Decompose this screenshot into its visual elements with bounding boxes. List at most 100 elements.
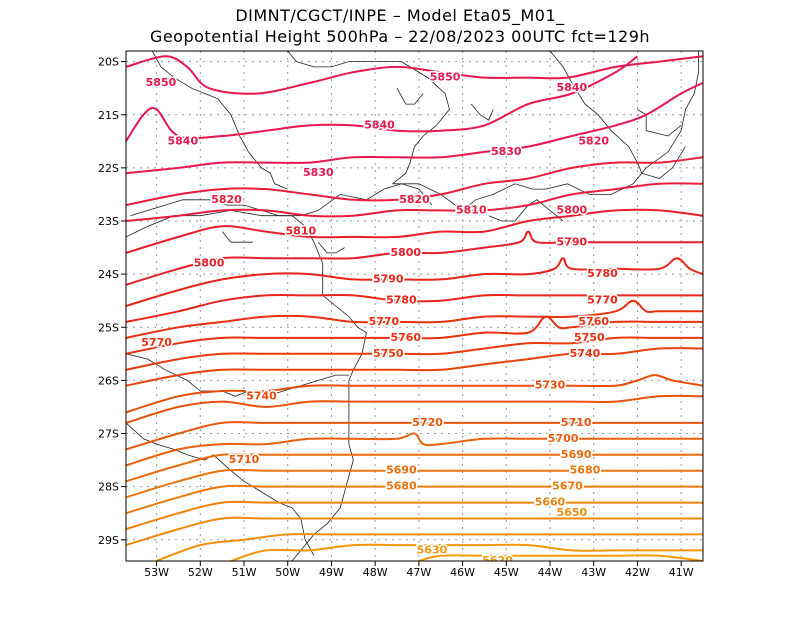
political-boundaries	[126, 51, 699, 561]
contour-line	[230, 543, 703, 561]
contour-label: 5690	[386, 464, 417, 477]
contour-label: 5850	[146, 76, 177, 89]
contour-line	[126, 182, 703, 222]
x-tick-label: 42W	[625, 566, 650, 579]
contour-line	[126, 55, 639, 142]
boundary-line	[549, 51, 686, 179]
contour-label: 5830	[491, 145, 522, 158]
contour-label: 5800	[194, 257, 225, 270]
contour-line	[126, 374, 703, 414]
x-tick-label: 46W	[450, 566, 475, 579]
contour-label: 5770	[587, 294, 618, 307]
contour-label: 5820	[399, 193, 430, 206]
height-contours	[126, 55, 703, 561]
x-tick-label: 48W	[363, 566, 388, 579]
contour-line	[126, 394, 703, 424]
plot-frame	[125, 50, 704, 562]
boundary-line	[287, 51, 450, 185]
y-tick-label: 25S	[98, 321, 119, 334]
contour-line	[126, 432, 703, 467]
boundary-line	[126, 209, 367, 333]
contour-label: 5710	[229, 453, 260, 466]
chart-title-line2: Geopotential Height 500hPa – 22/08/2023 …	[149, 27, 651, 46]
contour-line	[126, 315, 703, 355]
y-tick-label: 27S	[98, 428, 119, 441]
contour-label: 5770	[369, 315, 400, 328]
boundary-line	[151, 51, 288, 190]
x-tick-label: 53W	[144, 566, 169, 579]
contour-label: 5760	[390, 331, 421, 344]
contour-line	[126, 347, 703, 387]
y-tick-label: 23S	[98, 215, 119, 228]
contour-line	[126, 55, 703, 95]
contour-label: 5790	[557, 235, 588, 248]
contour-label: 5800	[557, 203, 588, 216]
axis-ticks: 53W 52W 51W 50W 49W 48W 47W 46W 45W 44W 43W 42W 41W 2…	[98, 56, 694, 579]
contour-label: 5690	[561, 448, 592, 461]
contour-label: 5730	[535, 379, 566, 392]
contour-line	[126, 156, 703, 207]
y-tick-label: 29S	[98, 534, 119, 547]
boundary-line	[300, 183, 433, 217]
y-tick-label: 21S	[98, 109, 119, 122]
contour-label: 5820	[211, 193, 242, 206]
contour-label: 5750	[574, 331, 605, 344]
boundary-line	[637, 109, 682, 137]
contour-label: 5840	[168, 134, 199, 147]
contour-label: 5670	[552, 480, 583, 493]
contour-label: 5810	[286, 225, 317, 238]
contour-labels: 5850 5850 5840 5840 5840 5830 5820 5830 5820 5820…	[140, 69, 620, 567]
contour-line	[126, 294, 703, 323]
contour-label: 5650	[557, 506, 588, 519]
chart-title-line1: DIMNT/CGCT/INPE – Model Eta05_M01_	[235, 6, 565, 25]
contour-label: 5840	[557, 81, 588, 94]
contour-label: 5830	[303, 166, 334, 179]
contour-label: 5680	[570, 464, 601, 477]
contour-label: 5680	[386, 480, 417, 493]
contour-label: 5770	[141, 336, 172, 349]
y-tick-label: 20S	[98, 56, 119, 69]
x-tick-label: 52W	[188, 566, 213, 579]
x-tick-label: 43W	[581, 566, 606, 579]
contour-label: 5800	[390, 246, 421, 259]
y-tick-label: 28S	[98, 481, 119, 494]
x-tick-label: 45W	[494, 566, 519, 579]
contour-label: 5710	[561, 416, 592, 429]
boundary-line	[221, 231, 253, 243]
contour-label: 5720	[412, 416, 443, 429]
x-tick-label: 41W	[669, 566, 694, 579]
contour-label: 5660	[535, 496, 566, 509]
boundary-line	[130, 199, 301, 217]
contour-line	[126, 516, 703, 547]
contour-label: 5620	[482, 554, 513, 567]
x-tick-label: 49W	[319, 566, 344, 579]
contour-line	[126, 484, 703, 515]
contour-line	[126, 500, 703, 531]
contour-label: 5750	[373, 347, 404, 360]
contour-line	[126, 336, 703, 371]
y-tick-label: 24S	[98, 268, 119, 281]
x-tick-label: 44W	[538, 566, 563, 579]
contour-line	[126, 81, 703, 175]
boundary-line	[470, 103, 494, 121]
x-tick-label: 47W	[406, 566, 431, 579]
contour-line	[418, 554, 703, 561]
contour-label: 5790	[373, 272, 404, 285]
boundary-line	[291, 332, 367, 561]
boundary-line	[392, 51, 699, 211]
boundary-line	[396, 88, 424, 105]
contour-label: 5740	[246, 389, 277, 402]
contour-label: 5810	[456, 203, 487, 216]
boundary-line	[317, 241, 345, 254]
contour-line	[156, 533, 703, 561]
contour-label: 5820	[578, 134, 609, 147]
contour-line	[126, 299, 703, 339]
contour-label: 5740	[570, 347, 601, 360]
boundary-line	[126, 353, 349, 397]
contour-line	[126, 257, 703, 307]
contour-line	[126, 421, 703, 451]
contour-line	[126, 208, 703, 254]
contour-line	[126, 230, 703, 286]
contour-label: 5700	[548, 432, 579, 445]
